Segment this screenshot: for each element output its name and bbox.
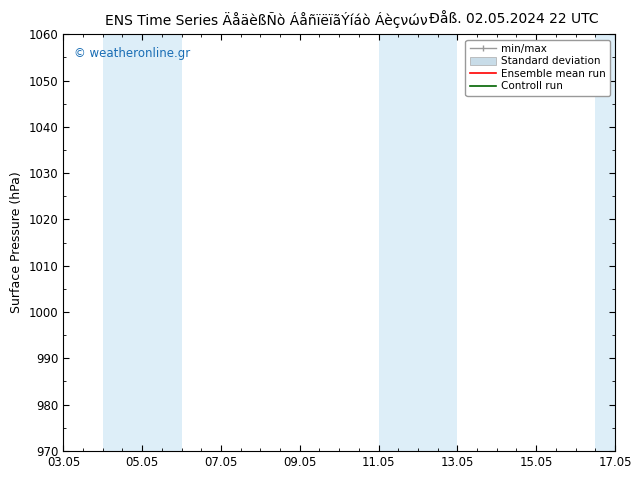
Bar: [103, 34, 142, 451]
Bar: [378, 34, 418, 451]
Bar: [418, 34, 457, 451]
Legend: min/max, Standard deviation, Ensemble mean run, Controll run: min/max, Standard deviation, Ensemble me…: [465, 40, 610, 96]
Text: © weatheronline.gr: © weatheronline.gr: [74, 47, 191, 60]
Text: Ðåß. 02.05.2024 22 UTC: Ðåß. 02.05.2024 22 UTC: [429, 12, 598, 26]
Bar: [142, 34, 181, 451]
Y-axis label: Surface Pressure (hPa): Surface Pressure (hPa): [10, 172, 23, 314]
Text: ENS Time Series ÄåäèßÑò ÁåñïëïãÝíáò Áèçνών: ENS Time Series ÄåäèßÑò ÁåñïëïãÝíáò Áèçν…: [105, 12, 428, 28]
Bar: [595, 34, 634, 451]
